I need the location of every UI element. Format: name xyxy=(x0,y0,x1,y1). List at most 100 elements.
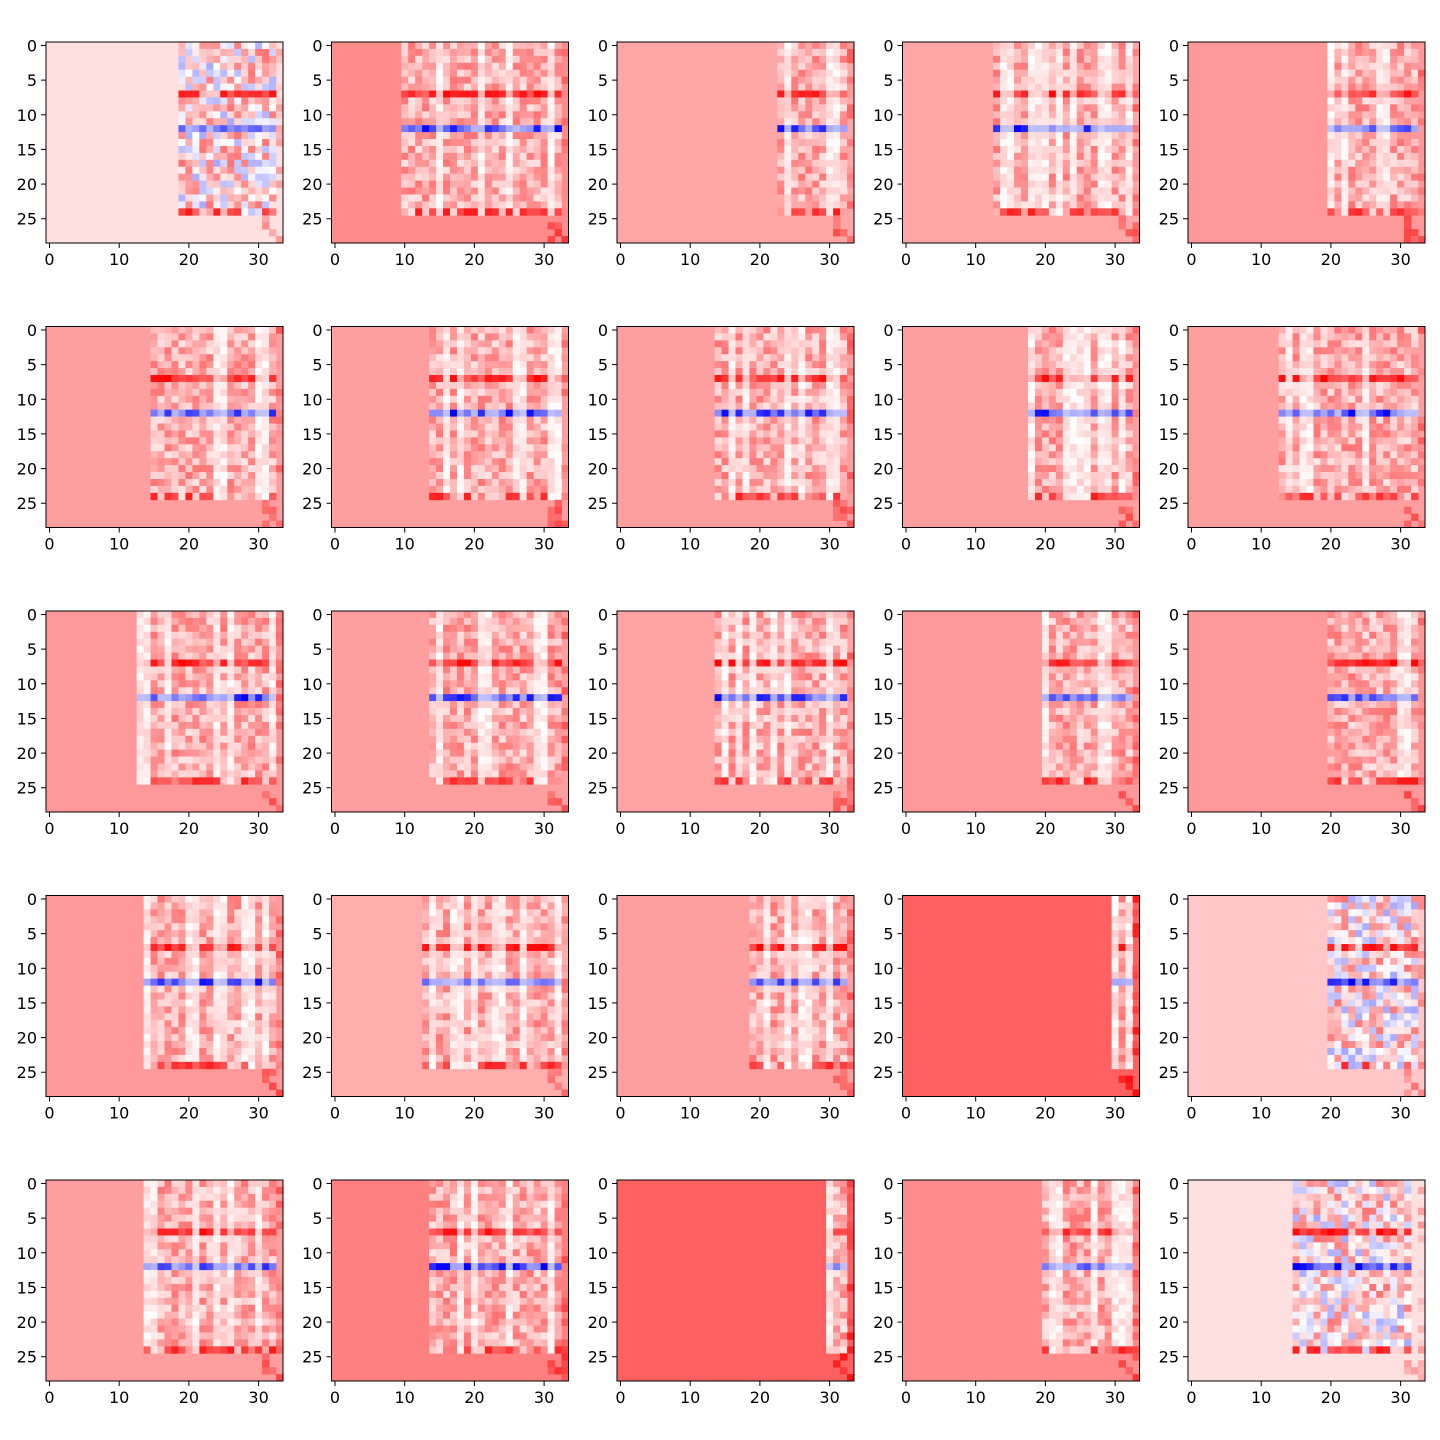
heatmap-cell xyxy=(248,611,256,619)
heatmap-cell xyxy=(554,506,562,515)
heatmap-cell xyxy=(777,444,785,452)
heatmap-cell xyxy=(561,354,569,362)
heatmap-cell xyxy=(1376,201,1384,209)
heatmap-cell xyxy=(1041,478,1050,487)
heatmap-cell xyxy=(178,458,186,466)
heatmap-cell xyxy=(1132,104,1140,112)
y-tick-label: 10 xyxy=(302,106,322,125)
heatmap-cell xyxy=(840,326,848,334)
heatmap-cell xyxy=(1390,104,1398,112)
heatmap-cell xyxy=(1355,375,1363,383)
heatmap-cell xyxy=(1341,381,1349,390)
heatmap-cell xyxy=(512,118,521,126)
heatmap-cell xyxy=(547,90,555,98)
heatmap-cell xyxy=(199,83,207,91)
heatmap-cell xyxy=(477,465,486,473)
heatmap-cell xyxy=(477,152,486,161)
heatmap-cell xyxy=(199,62,207,71)
heatmap-cell xyxy=(470,55,479,64)
heatmap-cell xyxy=(721,388,729,397)
heatmap-cell xyxy=(206,187,214,195)
heatmap-cell xyxy=(756,492,764,501)
heatmap-cell xyxy=(1041,451,1050,459)
heatmap-cell xyxy=(192,201,200,209)
heatmap-cell xyxy=(227,139,235,147)
heatmap-cell xyxy=(1000,111,1008,119)
heatmap-cell xyxy=(227,388,235,397)
heatmap-cell xyxy=(192,624,200,633)
heatmap-cell xyxy=(805,437,813,445)
heatmap-cell xyxy=(1285,416,1293,424)
heatmap-cell xyxy=(491,152,500,161)
heatmap-cell xyxy=(1132,472,1140,480)
heatmap-cell xyxy=(206,326,214,334)
heatmap-cell xyxy=(533,152,542,161)
heatmap-cell xyxy=(192,465,200,473)
heatmap-cell xyxy=(463,42,472,50)
heatmap-cell xyxy=(1062,333,1071,341)
heatmap-cell xyxy=(1313,451,1321,459)
heatmap-cell xyxy=(512,402,521,411)
heatmap-cell xyxy=(519,187,528,195)
heatmap-cell xyxy=(429,173,437,182)
heatmap-cell xyxy=(1369,83,1377,91)
heatmap-cell xyxy=(1083,159,1092,168)
heatmap-cell xyxy=(1034,201,1043,209)
heatmap-cell xyxy=(227,652,235,660)
heatmap-cell xyxy=(791,180,799,188)
heatmap-cell xyxy=(498,118,507,126)
heatmap-cell xyxy=(1007,173,1015,182)
heatmap-cell xyxy=(484,125,493,133)
heatmap-cell xyxy=(456,472,465,480)
heatmap-cell xyxy=(436,395,444,404)
heatmap-cell xyxy=(554,472,562,480)
heatmap-cell xyxy=(450,465,458,473)
heatmap-cell xyxy=(171,444,179,452)
heatmap-cell xyxy=(512,416,521,424)
heatmap-cell xyxy=(721,375,729,383)
heatmap-cell xyxy=(847,340,855,348)
heatmap-cell xyxy=(463,388,472,397)
heatmap-cell xyxy=(1376,104,1384,112)
heatmap-cell xyxy=(540,48,548,57)
heatmap-cell xyxy=(1007,180,1015,188)
heatmap-cell xyxy=(255,97,263,105)
heatmap-cell xyxy=(185,611,193,619)
heatmap-cell xyxy=(443,395,451,404)
heatmap-cell xyxy=(463,492,472,501)
heatmap-cell xyxy=(408,201,416,209)
heatmap-cell xyxy=(436,340,444,348)
heatmap-cell xyxy=(826,430,834,438)
heatmap-cell xyxy=(1313,416,1321,424)
heatmap-cell xyxy=(1062,437,1071,445)
heatmap-cell xyxy=(484,145,493,154)
heatmap-cell xyxy=(812,340,820,348)
heatmap-cell xyxy=(450,83,458,91)
heatmap-cell xyxy=(1362,423,1370,431)
heatmap-cell xyxy=(164,624,172,633)
heatmap-cell xyxy=(450,340,458,348)
heatmap-cell xyxy=(798,48,806,57)
heatmap-cell xyxy=(847,472,855,480)
heatmap-cell xyxy=(547,104,555,112)
heatmap-cell xyxy=(819,478,827,487)
heatmap-cell xyxy=(220,111,228,119)
heatmap-cell xyxy=(1055,381,1064,390)
y-tick-label: 10 xyxy=(1159,106,1179,125)
heatmap-cell xyxy=(1327,97,1335,105)
heatmap-cell xyxy=(540,326,548,334)
heatmap-cell xyxy=(742,347,750,355)
heatmap-cell xyxy=(1090,201,1099,209)
heatmap-cell xyxy=(422,48,430,57)
heatmap-cell xyxy=(150,333,158,341)
heatmap-cell xyxy=(1362,416,1370,424)
heatmap-cell xyxy=(429,361,437,369)
heatmap-cell xyxy=(1125,347,1133,355)
heatmap-cell xyxy=(206,194,214,202)
heatmap-cell xyxy=(1041,340,1050,348)
heatmap-cell xyxy=(540,55,548,64)
heatmap-cell xyxy=(143,673,151,681)
heatmap-cell xyxy=(484,430,493,438)
heatmap-cell xyxy=(1390,76,1398,84)
